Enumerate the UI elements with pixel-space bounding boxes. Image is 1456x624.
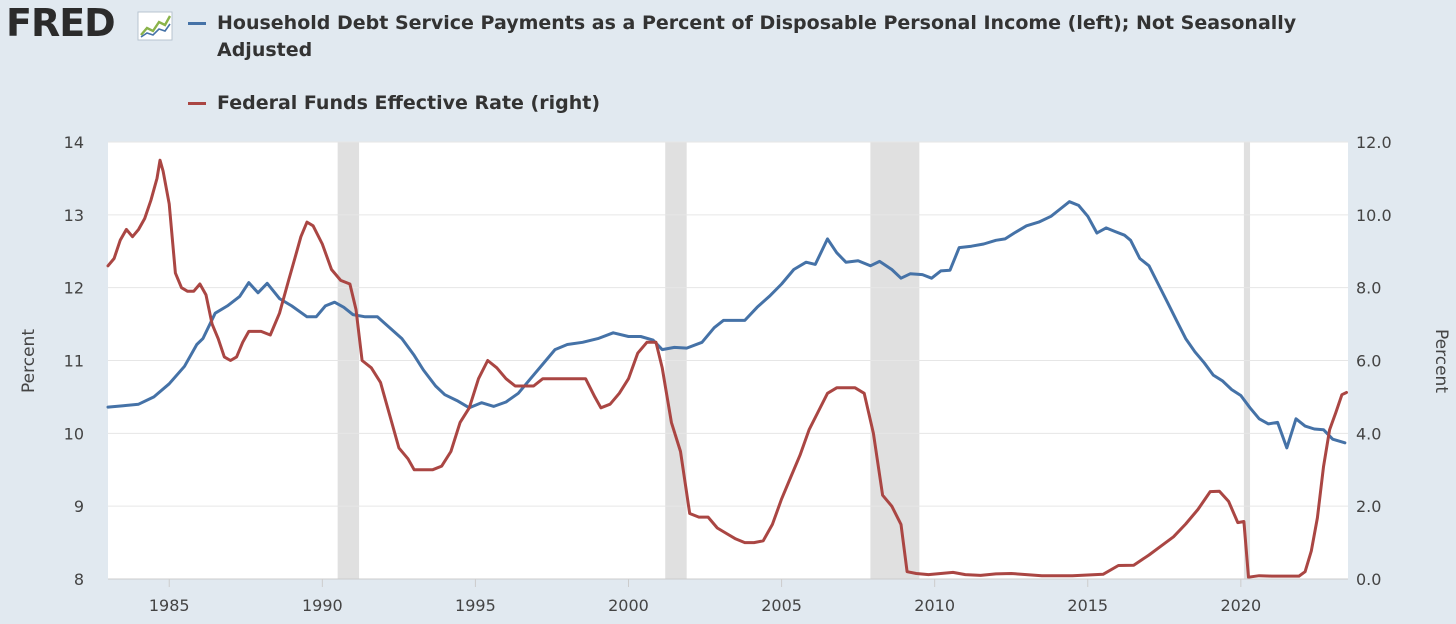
legend-entry-fed-funds[interactable]: Federal Funds Effective Rate (right) bbox=[188, 90, 1297, 117]
right-tick-label: 8.0 bbox=[1356, 279, 1381, 298]
left-tick-label: 10 bbox=[64, 424, 84, 443]
right-axis-title: Percent bbox=[1431, 329, 1451, 393]
left-tick-label: 8 bbox=[74, 570, 84, 589]
right-axis-ticks: 0.0 2.0 4.0 6.0 8.0 10.0 12.0 bbox=[1356, 133, 1392, 589]
series-line-fed-funds bbox=[106, 158, 1348, 579]
x-axis-ticks: 1985 1990 1995 2000 2005 2010 2015 2020 bbox=[108, 578, 1348, 615]
left-axis-ticks: 8 9 10 11 12 13 14 bbox=[64, 133, 84, 589]
left-tick-label: 9 bbox=[74, 497, 84, 516]
x-tick-label: 2020 bbox=[1220, 596, 1261, 615]
legend-label-debt-service: Household Debt Service Payments as a Per… bbox=[217, 12, 1297, 61]
x-tick-label: 1985 bbox=[149, 596, 190, 615]
right-tick-label: 10.0 bbox=[1356, 206, 1392, 225]
x-tick-label: 1990 bbox=[302, 596, 343, 615]
left-tick-label: 12 bbox=[64, 279, 84, 298]
left-axis-title: Percent bbox=[19, 329, 39, 393]
graph-icon bbox=[137, 11, 173, 41]
right-tick-label: 2.0 bbox=[1356, 497, 1381, 516]
x-tick-label: 2015 bbox=[1067, 596, 1108, 615]
right-tick-label: 6.0 bbox=[1356, 352, 1381, 371]
series-line-debt-service bbox=[106, 200, 1347, 450]
series-lines bbox=[106, 158, 1348, 579]
fred-logo: FRED bbox=[6, 2, 173, 44]
legend-entry-debt-service[interactable]: Household Debt Service Payments as a Per… bbox=[188, 10, 1297, 64]
fred-logo-text: FRED bbox=[6, 2, 115, 44]
legend-label-fed-funds: Federal Funds Effective Rate (right) bbox=[217, 92, 601, 114]
x-tick-label: 2010 bbox=[914, 596, 955, 615]
x-tick-label: 1995 bbox=[455, 596, 496, 615]
x-tick-label: 2005 bbox=[761, 596, 802, 615]
right-tick-label: 0.0 bbox=[1356, 570, 1381, 589]
legend-swatch-blue bbox=[188, 22, 206, 25]
right-tick-label: 4.0 bbox=[1356, 424, 1381, 443]
x-tick-label: 2000 bbox=[608, 596, 649, 615]
left-tick-label: 11 bbox=[64, 352, 84, 371]
legend-swatch-red bbox=[188, 102, 206, 105]
left-tick-label: 14 bbox=[64, 133, 84, 152]
right-tick-label: 12.0 bbox=[1356, 133, 1392, 152]
left-tick-label: 13 bbox=[64, 206, 84, 225]
